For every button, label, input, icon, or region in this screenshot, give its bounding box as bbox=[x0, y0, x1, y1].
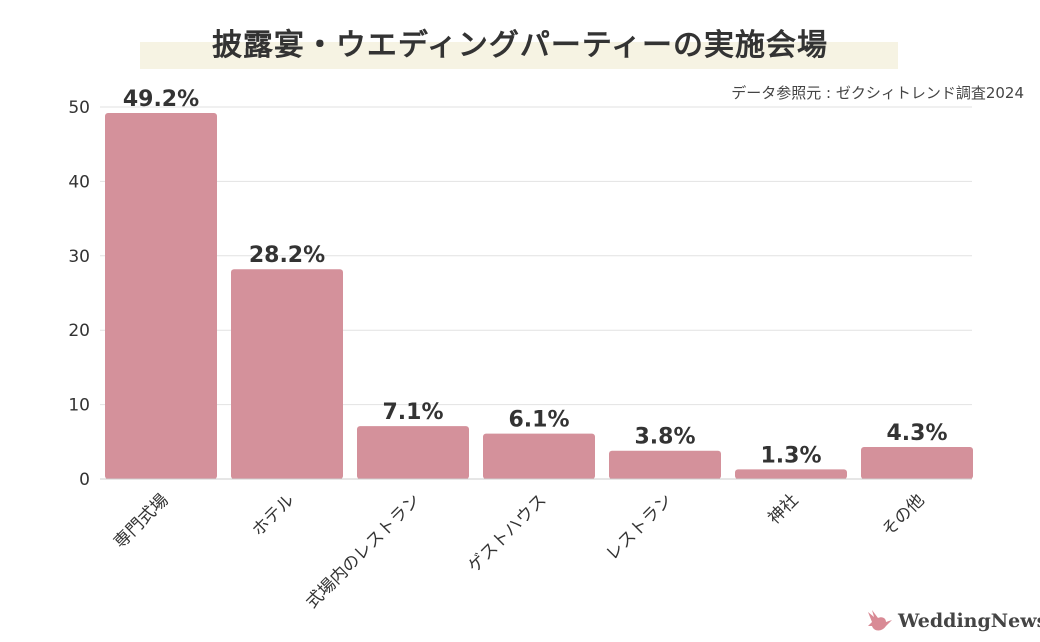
bar bbox=[483, 433, 595, 479]
chart-title: 披露宴・ウエディングパーティーの実施会場 bbox=[211, 28, 829, 63]
data-label: 49.2% bbox=[123, 87, 199, 112]
y-tick-label: 20 bbox=[68, 321, 90, 341]
y-tick-label: 10 bbox=[68, 396, 90, 416]
bar bbox=[861, 447, 973, 479]
data-label: 28.2% bbox=[249, 243, 325, 268]
data-label: 3.8% bbox=[634, 425, 695, 450]
data-label: 6.1% bbox=[508, 408, 569, 433]
brand-name: WeddingNews bbox=[898, 610, 1040, 632]
y-tick-label: 50 bbox=[68, 98, 90, 118]
data-label: 4.3% bbox=[886, 421, 947, 446]
bar bbox=[735, 469, 847, 479]
x-tick-label: ゲストハウス bbox=[464, 490, 550, 576]
x-tick-label: その他 bbox=[878, 490, 928, 540]
y-tick-label: 30 bbox=[68, 247, 90, 267]
y-tick-label: 40 bbox=[68, 172, 90, 192]
title-highlight bbox=[140, 42, 898, 69]
x-tick-label: 専門式場 bbox=[110, 490, 172, 552]
bar bbox=[105, 112, 217, 480]
dove-icon bbox=[868, 610, 892, 631]
x-tick-label: 神社 bbox=[764, 490, 802, 528]
brand-logo: WeddingNews bbox=[866, 608, 1040, 634]
x-tick-label: レストラン bbox=[602, 490, 676, 564]
data-label: 7.1% bbox=[382, 400, 443, 425]
bar bbox=[231, 269, 343, 479]
x-tick-label: 式場内のレストラン bbox=[302, 490, 424, 612]
y-tick-label: 0 bbox=[79, 470, 90, 490]
source-note: データ参照元 : ゼクシィトレンド調査2024 bbox=[731, 84, 1024, 102]
bar bbox=[357, 426, 469, 479]
data-label: 1.3% bbox=[760, 443, 821, 468]
x-tick-label: ホテル bbox=[248, 490, 298, 540]
bar bbox=[609, 450, 721, 479]
